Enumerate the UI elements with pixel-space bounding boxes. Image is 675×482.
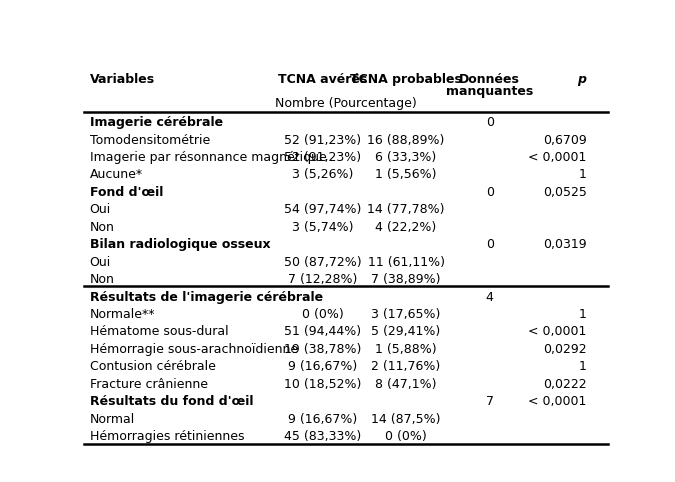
Text: 0,0292: 0,0292 [543, 343, 587, 356]
Text: 7 (12,28%): 7 (12,28%) [288, 273, 357, 286]
Text: Nombre (Pourcentage): Nombre (Pourcentage) [275, 97, 416, 110]
Text: 8 (47,1%): 8 (47,1%) [375, 378, 437, 391]
Text: 54 (97,74%): 54 (97,74%) [284, 203, 361, 216]
Text: Variables: Variables [90, 73, 155, 86]
Text: Résultats du fond d'œil: Résultats du fond d'œil [90, 395, 253, 408]
Text: 0,0319: 0,0319 [543, 238, 587, 251]
Text: < 0,0001: < 0,0001 [529, 395, 587, 408]
Text: Non: Non [90, 221, 115, 234]
Text: Oui: Oui [90, 255, 111, 268]
Text: 2 (11,76%): 2 (11,76%) [371, 361, 441, 374]
Text: TCNA probables: TCNA probables [350, 73, 462, 86]
Text: 0,0525: 0,0525 [543, 186, 587, 199]
Text: 0 (0%): 0 (0%) [302, 308, 344, 321]
Text: 3 (17,65%): 3 (17,65%) [371, 308, 441, 321]
Text: 4: 4 [486, 291, 493, 304]
Text: Bilan radiologique osseux: Bilan radiologique osseux [90, 238, 270, 251]
Text: 19 (38,78%): 19 (38,78%) [284, 343, 361, 356]
Text: Non: Non [90, 273, 115, 286]
Text: 9 (16,67%): 9 (16,67%) [288, 361, 357, 374]
Text: TCNA avérés: TCNA avérés [278, 73, 367, 86]
Text: 45 (83,33%): 45 (83,33%) [284, 430, 361, 443]
Text: 1: 1 [578, 308, 587, 321]
Text: Fond d'œil: Fond d'œil [90, 186, 163, 199]
Text: Hémorragies rétiniennes: Hémorragies rétiniennes [90, 430, 244, 443]
Text: Aucune*: Aucune* [90, 168, 142, 181]
Text: 51 (94,44%): 51 (94,44%) [284, 325, 361, 338]
Text: 1 (5,56%): 1 (5,56%) [375, 168, 437, 181]
Text: 52 (91,23%): 52 (91,23%) [284, 134, 361, 147]
Text: 0: 0 [486, 116, 494, 129]
Text: 4 (22,2%): 4 (22,2%) [375, 221, 437, 234]
Text: 7 (38,89%): 7 (38,89%) [371, 273, 441, 286]
Text: 16 (88,89%): 16 (88,89%) [367, 134, 445, 147]
Text: 5 (29,41%): 5 (29,41%) [371, 325, 441, 338]
Text: 1: 1 [578, 361, 587, 374]
Text: < 0,0001: < 0,0001 [529, 151, 587, 164]
Text: 1: 1 [578, 168, 587, 181]
Text: Tomodensitométrie: Tomodensitométrie [90, 134, 210, 147]
Text: Oui: Oui [90, 203, 111, 216]
Text: Imagerie par résonnance magnétique: Imagerie par résonnance magnétique [90, 151, 326, 164]
Text: p: p [578, 73, 587, 86]
Text: 9 (16,67%): 9 (16,67%) [288, 413, 357, 426]
Text: 11 (61,11%): 11 (61,11%) [368, 255, 445, 268]
Text: 6 (33,3%): 6 (33,3%) [375, 151, 437, 164]
Text: 3 (5,74%): 3 (5,74%) [292, 221, 353, 234]
Text: 0: 0 [486, 238, 494, 251]
Text: Contusion cérébrale: Contusion cérébrale [90, 361, 215, 374]
Text: Hémorragie sous-arachnoïdienne: Hémorragie sous-arachnoïdienne [90, 343, 298, 356]
Text: 0: 0 [486, 186, 494, 199]
Text: Résultats de l'imagerie cérébrale: Résultats de l'imagerie cérébrale [90, 291, 323, 304]
Text: 1 (5,88%): 1 (5,88%) [375, 343, 437, 356]
Text: 14 (87,5%): 14 (87,5%) [371, 413, 441, 426]
Text: 10 (18,52%): 10 (18,52%) [284, 378, 361, 391]
Text: < 0,0001: < 0,0001 [529, 325, 587, 338]
Text: Données: Données [460, 73, 520, 86]
Text: manquantes: manquantes [446, 85, 533, 98]
Text: 14 (77,78%): 14 (77,78%) [367, 203, 445, 216]
Text: 7: 7 [486, 395, 494, 408]
Text: Normale**: Normale** [90, 308, 155, 321]
Text: 50 (87,72%): 50 (87,72%) [284, 255, 361, 268]
Text: Fracture crânienne: Fracture crânienne [90, 378, 208, 391]
Text: Imagerie cérébrale: Imagerie cérébrale [90, 116, 223, 129]
Text: 3 (5,26%): 3 (5,26%) [292, 168, 353, 181]
Text: Hématome sous-dural: Hématome sous-dural [90, 325, 228, 338]
Text: 0,0222: 0,0222 [543, 378, 587, 391]
Text: Normal: Normal [90, 413, 135, 426]
Text: 0 (0%): 0 (0%) [385, 430, 427, 443]
Text: 0,6709: 0,6709 [543, 134, 587, 147]
Text: 52 (91,23%): 52 (91,23%) [284, 151, 361, 164]
